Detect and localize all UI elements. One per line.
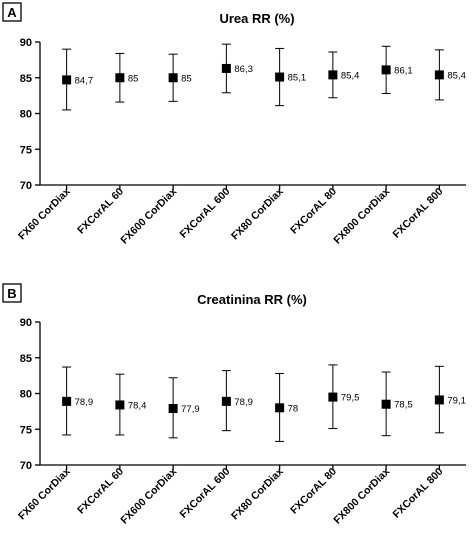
data-point-marker [328,70,338,80]
data-point-marker [328,392,338,402]
panel-letter-box [2,2,22,22]
panel-b: B Creatinina RR (%) 70 75 80 85 90 FX60 CorDi… [2,283,466,527]
data-label: 86,3 [234,64,253,75]
x-tick-label: FX800 CorDiax [331,186,392,247]
data-point-marker [168,404,178,414]
data-label: 78,4 [128,400,147,411]
x-tick-label: FXCorAL 600 [178,466,233,521]
data-point-marker [115,400,125,410]
x-tick-label: FX60 CorDiax [16,466,73,523]
x-tick-label: FXCorAL 80 [288,466,339,517]
x-tick-label: FX800 CorDiax [331,466,392,527]
data-label: 79,5 [341,393,360,404]
data-point-marker [62,396,72,406]
data-label: 78 [288,403,299,414]
data-point-marker [381,65,391,75]
data-label: 85 [181,73,192,84]
data-label: 78,9 [75,397,94,408]
x-tick-label: FXCorAL 800 [391,466,446,521]
y-tick-label: 85 [20,73,32,85]
data-point-marker [434,395,444,405]
x-tick-label: FX80 CorDiax [229,186,286,243]
x-tick-label: FXCorAL 60 [75,186,126,237]
x-tick-label: FX60 CorDiax [16,186,73,243]
panel-letter-box [2,283,22,303]
data-point-marker [275,72,285,82]
y-tick-label: 85 [20,353,32,365]
x-tick-label: FX600 CorDiax [118,466,179,527]
data-point-marker [221,396,231,406]
data-point-marker [221,63,231,73]
panel-letter: B [7,286,16,301]
y-tick-label: 90 [20,317,32,329]
x-tick-label: FXCorAL 800 [391,186,446,241]
y-tick-label: 70 [20,460,32,472]
y-tick-label: 75 [20,424,32,436]
panel-letter: A [7,5,17,20]
x-tick-label: FXCorAL 80 [288,186,339,237]
data-point-marker [275,403,285,413]
data-point-marker [115,73,125,83]
data-point-marker [434,70,444,80]
data-label: 78,9 [234,397,253,408]
data-label: 78,5 [394,400,413,411]
data-label: 85,1 [288,73,307,84]
x-tick-label: FX600 CorDiax [118,186,179,247]
data-point-marker [168,73,178,83]
x-tick-label: FXCorAL 600 [178,186,233,241]
data-label: 79,1 [447,395,466,406]
data-label: 86,1 [394,65,413,76]
data-label: 85,4 [341,70,360,81]
y-tick-label: 80 [20,389,32,401]
y-tick-label: 75 [20,144,32,156]
x-tick-label: FXCorAL 60 [75,466,126,517]
data-label: 85,4 [447,70,466,81]
data-point-marker [381,399,391,409]
chart-title: Urea RR (%) [219,11,294,26]
chart-title: Creatinina RR (%) [197,292,307,307]
data-label: 84,7 [75,75,94,86]
x-tick-label: FX80 CorDiax [229,466,286,523]
y-tick-label: 70 [20,180,32,192]
y-tick-label: 80 [20,109,32,121]
data-label: 77,9 [181,404,200,415]
y-tick-label: 90 [20,37,32,49]
data-label: 85 [128,73,139,84]
data-point-marker [62,75,72,85]
